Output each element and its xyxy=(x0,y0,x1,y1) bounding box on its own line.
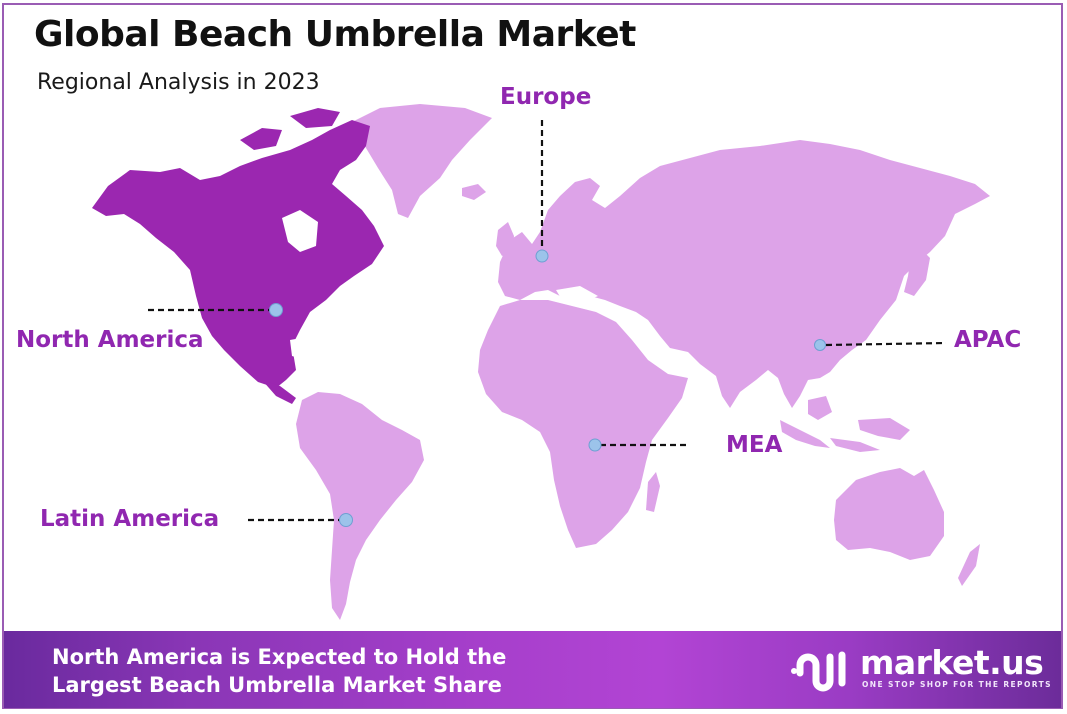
banner-line-2: Largest Beach Umbrella Market Share xyxy=(52,673,502,697)
label-latin-america: Latin America xyxy=(40,506,220,532)
leader-line-apac xyxy=(825,341,947,347)
region-eurasia xyxy=(498,140,990,408)
world-map xyxy=(92,104,990,620)
label-apac: APAC xyxy=(954,327,1022,353)
page-title: Global Beach Umbrella Market xyxy=(34,14,636,55)
map-water-cutouts xyxy=(282,210,598,360)
region-greenland xyxy=(352,104,492,218)
banner-message: North America is Expected to Hold the La… xyxy=(52,643,506,699)
map-highlight-north-america xyxy=(92,108,384,404)
label-mea: MEA xyxy=(726,432,783,458)
footer-banner: North America is Expected to Hold the La… xyxy=(4,631,1061,708)
region-africa xyxy=(478,300,688,548)
page-subtitle: Regional Analysis in 2023 xyxy=(37,70,320,95)
marker-europe xyxy=(535,249,549,263)
brand-name: market.us xyxy=(860,643,1044,682)
leader-lines xyxy=(148,120,947,522)
marker-latin-america xyxy=(339,513,353,527)
brand-logo: market.us ONE STOP SHOP FOR THE REPORTS xyxy=(790,643,1050,695)
region-australia xyxy=(834,468,944,560)
map-base-regions xyxy=(296,104,990,620)
marker-north-america xyxy=(269,303,283,317)
region-markers xyxy=(269,249,826,527)
marker-apac xyxy=(814,339,826,351)
label-europe: Europe xyxy=(500,84,592,110)
market-us-logo-icon xyxy=(791,651,846,692)
region-south-america xyxy=(296,392,424,620)
region-north-america xyxy=(92,120,384,388)
marker-mea xyxy=(588,438,602,452)
label-north-america: North America xyxy=(16,327,204,353)
brand-tagline: ONE STOP SHOP FOR THE REPORTS xyxy=(862,680,1052,689)
banner-line-1: North America is Expected to Hold the xyxy=(52,645,507,669)
